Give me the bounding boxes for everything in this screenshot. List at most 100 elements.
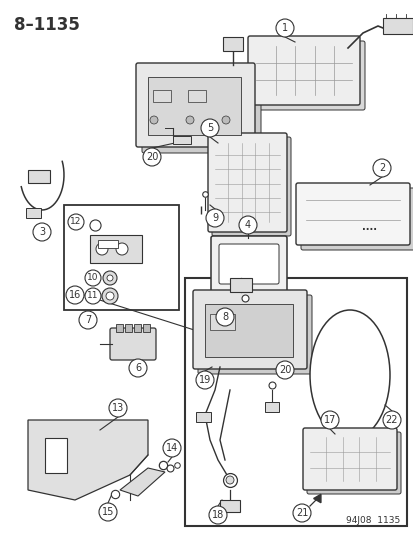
FancyBboxPatch shape bbox=[142, 69, 260, 153]
Circle shape bbox=[85, 288, 101, 304]
Circle shape bbox=[116, 243, 128, 255]
Circle shape bbox=[221, 116, 230, 124]
FancyBboxPatch shape bbox=[247, 36, 359, 105]
Bar bbox=[142, 324, 150, 332]
Bar bbox=[90, 235, 142, 263]
Circle shape bbox=[96, 243, 108, 255]
Circle shape bbox=[201, 119, 218, 137]
FancyBboxPatch shape bbox=[300, 188, 413, 250]
Text: 4: 4 bbox=[244, 220, 250, 230]
Circle shape bbox=[109, 399, 127, 417]
Text: 15: 15 bbox=[102, 507, 114, 517]
Text: 2: 2 bbox=[378, 163, 384, 173]
Bar bbox=[264, 402, 278, 412]
Circle shape bbox=[275, 19, 293, 37]
Text: 6: 6 bbox=[135, 363, 141, 373]
FancyBboxPatch shape bbox=[306, 432, 400, 494]
Ellipse shape bbox=[309, 310, 389, 440]
Text: 7: 7 bbox=[85, 315, 91, 325]
Circle shape bbox=[209, 506, 226, 524]
FancyBboxPatch shape bbox=[218, 244, 278, 284]
Circle shape bbox=[275, 361, 293, 379]
Circle shape bbox=[382, 411, 400, 429]
Bar bbox=[134, 324, 141, 332]
Circle shape bbox=[195, 371, 214, 389]
Text: 22: 22 bbox=[385, 415, 397, 425]
Circle shape bbox=[225, 476, 233, 484]
Bar bbox=[195, 412, 211, 422]
Text: 18: 18 bbox=[211, 510, 223, 520]
Circle shape bbox=[107, 275, 113, 281]
Circle shape bbox=[103, 271, 117, 285]
Bar bbox=[125, 324, 132, 332]
FancyBboxPatch shape bbox=[110, 328, 156, 360]
Bar bbox=[209, 314, 235, 330]
Bar bbox=[185, 278, 406, 526]
Bar bbox=[45, 438, 67, 473]
Polygon shape bbox=[120, 468, 165, 496]
Circle shape bbox=[66, 286, 84, 304]
Text: 9: 9 bbox=[211, 213, 218, 223]
Bar bbox=[188, 90, 206, 102]
FancyBboxPatch shape bbox=[211, 137, 290, 236]
Bar bbox=[153, 90, 171, 102]
Circle shape bbox=[142, 148, 161, 166]
Text: 13: 13 bbox=[112, 403, 124, 413]
Circle shape bbox=[372, 159, 390, 177]
Text: 17: 17 bbox=[323, 415, 335, 425]
Text: 21: 21 bbox=[295, 508, 307, 518]
Circle shape bbox=[292, 504, 310, 522]
FancyBboxPatch shape bbox=[302, 428, 396, 490]
Circle shape bbox=[216, 308, 233, 326]
Text: 12: 12 bbox=[70, 217, 81, 227]
Circle shape bbox=[33, 223, 51, 241]
Bar bbox=[204, 304, 292, 357]
Text: 3: 3 bbox=[39, 227, 45, 237]
Text: 8–1135: 8–1135 bbox=[14, 16, 80, 34]
Text: 14: 14 bbox=[166, 443, 178, 453]
Circle shape bbox=[106, 292, 114, 300]
Bar bbox=[223, 37, 242, 51]
Text: 16: 16 bbox=[69, 290, 81, 300]
Bar bbox=[382, 18, 412, 34]
Circle shape bbox=[320, 411, 338, 429]
FancyBboxPatch shape bbox=[136, 63, 254, 147]
Circle shape bbox=[79, 311, 97, 329]
Bar bbox=[147, 77, 240, 135]
Circle shape bbox=[206, 209, 223, 227]
FancyBboxPatch shape bbox=[295, 183, 409, 245]
Circle shape bbox=[185, 116, 194, 124]
Text: ....: .... bbox=[362, 222, 377, 232]
Text: 20: 20 bbox=[278, 365, 290, 375]
Bar bbox=[28, 170, 50, 183]
Circle shape bbox=[85, 270, 101, 286]
Bar bbox=[98, 240, 118, 248]
Circle shape bbox=[163, 439, 180, 457]
Circle shape bbox=[102, 288, 118, 304]
Circle shape bbox=[68, 214, 84, 230]
FancyBboxPatch shape bbox=[197, 295, 311, 374]
Bar bbox=[173, 136, 190, 144]
Circle shape bbox=[99, 503, 117, 521]
Text: 1: 1 bbox=[281, 23, 287, 33]
Text: 11: 11 bbox=[87, 292, 99, 301]
Circle shape bbox=[238, 216, 256, 234]
Text: 10: 10 bbox=[87, 273, 99, 282]
FancyBboxPatch shape bbox=[192, 290, 306, 369]
Circle shape bbox=[129, 359, 147, 377]
Text: 94J08  1135: 94J08 1135 bbox=[345, 516, 399, 525]
Bar bbox=[64, 205, 178, 310]
FancyBboxPatch shape bbox=[211, 236, 286, 292]
Text: 20: 20 bbox=[145, 152, 158, 162]
Bar bbox=[219, 500, 240, 512]
FancyBboxPatch shape bbox=[252, 41, 364, 110]
Text: 5: 5 bbox=[206, 123, 213, 133]
Bar bbox=[26, 208, 41, 218]
Bar bbox=[116, 324, 123, 332]
FancyBboxPatch shape bbox=[207, 133, 286, 232]
Text: 8: 8 bbox=[221, 312, 228, 322]
Bar bbox=[230, 278, 252, 292]
Polygon shape bbox=[28, 420, 147, 500]
Text: 19: 19 bbox=[198, 375, 211, 385]
Circle shape bbox=[150, 116, 158, 124]
